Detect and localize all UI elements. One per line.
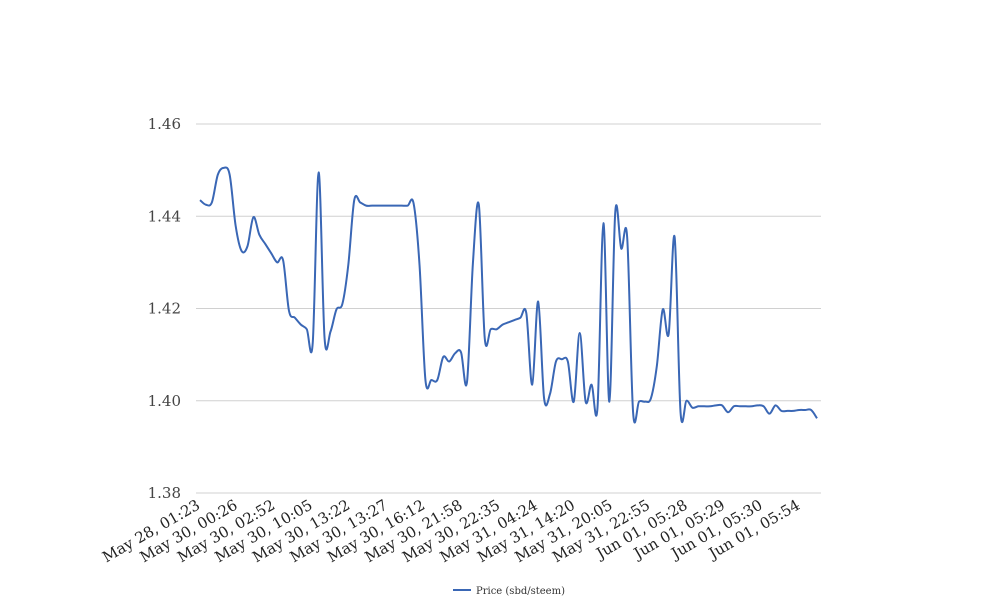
y-tick-label: 1.38 (148, 484, 181, 502)
y-tick-label: 1.44 (148, 207, 181, 225)
legend[interactable]: Price (sbd/steem) (453, 586, 565, 597)
series-line-0[interactable] (199, 166, 818, 424)
y-tick-label: 1.40 (148, 392, 181, 410)
gridlines (196, 123, 821, 494)
y-tick-label: 1.46 (148, 115, 181, 133)
legend-label: Price (sbd/steem) (476, 586, 565, 597)
y-tick-label: 1.42 (148, 300, 181, 318)
y-axis-tick-labels: 1.38 1.40 1.42 1.44 1.46 (148, 115, 181, 502)
series-layer (199, 166, 818, 424)
